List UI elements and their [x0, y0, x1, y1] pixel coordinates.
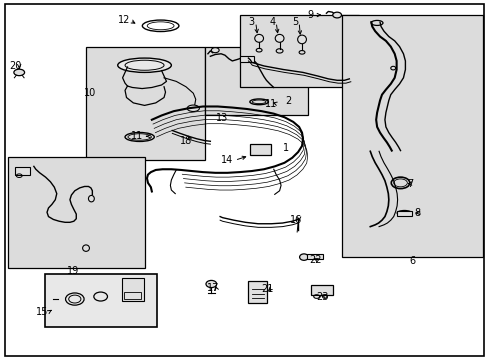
Text: 22: 22	[308, 255, 321, 265]
Ellipse shape	[205, 280, 216, 288]
Ellipse shape	[297, 35, 306, 44]
Bar	[44, 274, 157, 327]
Text: 19: 19	[66, 266, 79, 276]
Bar	[248, 281, 266, 303]
Ellipse shape	[118, 58, 171, 72]
Text: 12: 12	[118, 15, 130, 26]
Bar	[205, 47, 307, 116]
Ellipse shape	[211, 48, 219, 53]
Text: 15: 15	[36, 307, 48, 317]
Text: 9: 9	[306, 10, 313, 20]
Bar	[341, 15, 483, 257]
Bar	[124, 292, 141, 300]
Text: 8: 8	[414, 208, 420, 218]
Text: 7: 7	[407, 179, 412, 189]
Bar	[239, 15, 358, 87]
Ellipse shape	[14, 69, 24, 76]
Bar	[396, 211, 411, 216]
Text: 16: 16	[289, 215, 301, 225]
Text: 1: 1	[282, 143, 288, 153]
Ellipse shape	[187, 105, 199, 112]
Text: 5: 5	[292, 17, 298, 27]
Ellipse shape	[332, 12, 341, 18]
Text: 11: 11	[131, 131, 143, 141]
Text: 2: 2	[285, 96, 291, 106]
Ellipse shape	[275, 35, 284, 42]
Bar	[15, 167, 30, 175]
Text: 11: 11	[264, 99, 277, 109]
Bar	[310, 285, 332, 296]
Text: 10: 10	[83, 88, 96, 98]
Bar	[86, 47, 205, 160]
Text: 3: 3	[248, 17, 254, 27]
Text: 14: 14	[221, 155, 233, 165]
Text: 20: 20	[9, 61, 21, 71]
Bar	[306, 254, 322, 259]
Text: 4: 4	[269, 17, 275, 27]
Bar	[250, 144, 270, 155]
Text: 21: 21	[261, 284, 274, 294]
Ellipse shape	[390, 66, 395, 70]
Bar	[239, 56, 254, 62]
Ellipse shape	[299, 254, 308, 260]
Bar	[122, 278, 143, 301]
Text: 17: 17	[206, 283, 219, 293]
Text: 18: 18	[180, 136, 192, 145]
Ellipse shape	[254, 35, 263, 42]
Text: 23: 23	[316, 292, 328, 302]
Text: 13: 13	[216, 113, 228, 123]
Text: 6: 6	[409, 256, 415, 266]
Ellipse shape	[396, 211, 411, 216]
Ellipse shape	[88, 195, 94, 202]
Bar	[8, 157, 144, 268]
